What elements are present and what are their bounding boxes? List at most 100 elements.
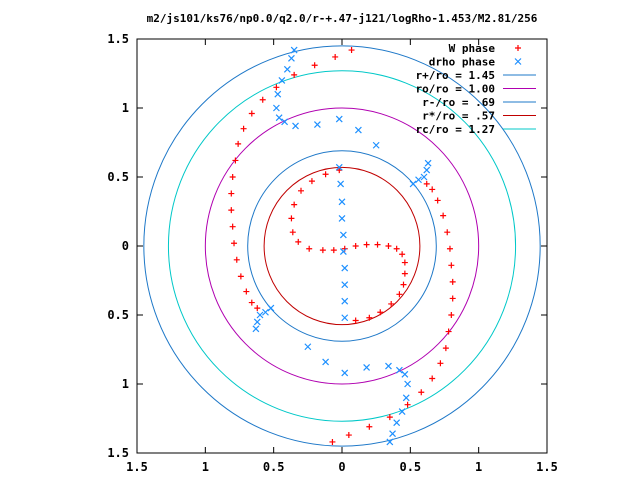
drho-phase-point (313, 121, 321, 128)
y-tick-label: 1 (122, 101, 129, 115)
w-phase-point (449, 278, 456, 285)
w-phase-point (308, 178, 315, 185)
reference-circle (204, 107, 480, 385)
y-tick-label: 0.5 (107, 170, 129, 184)
drho-phase-point (278, 76, 286, 84)
w-phase-point (295, 238, 302, 245)
w-phase-point (322, 171, 329, 178)
legend-label: r+/ro = 1.45 (416, 69, 495, 82)
drho-phase-point (341, 264, 349, 272)
reference-circle (143, 45, 541, 447)
w-phase-point (306, 245, 313, 252)
drho-phase-point (401, 370, 409, 378)
drho-phase-point (253, 318, 261, 326)
drho-phase-point (338, 198, 346, 206)
w-phase-point (237, 273, 244, 280)
w-phase-point (248, 299, 255, 306)
x-tick-label: 1 (202, 460, 209, 474)
w-phase-point (401, 270, 408, 277)
w-phase-point (273, 84, 280, 91)
drho-phase-point (304, 343, 312, 351)
w-phase-point (401, 259, 408, 266)
legend-swatch (514, 58, 522, 65)
w-phase-point (374, 241, 381, 248)
x-tick-label: 1 (475, 460, 482, 474)
chart-title: m2/js101/ks76/np0.0/q2.0/r-+.47-j121/log… (147, 12, 538, 25)
w-phase-point (240, 125, 247, 132)
w-phase-point (243, 288, 250, 295)
w-phase-point (311, 62, 318, 69)
drho-phase-point (267, 304, 275, 312)
legend-label: r-/ro = .69 (422, 96, 495, 109)
drho-phase-point (338, 214, 346, 222)
x-tick-label: 0 (338, 460, 345, 474)
legend-label: ro/ro = 1.00 (416, 83, 495, 96)
w-phase-point (434, 197, 441, 204)
w-phase-point (393, 245, 400, 252)
drho-phase-point (402, 394, 410, 402)
w-phase-point (352, 243, 359, 249)
drho-phase-point (288, 54, 295, 62)
drho-phase-point (290, 46, 298, 54)
drho-phase-point (354, 126, 362, 134)
w-phase-point (366, 423, 373, 430)
drho-phase-point (341, 369, 349, 377)
legend-label: W phase (449, 42, 496, 55)
w-phase-point (440, 212, 447, 219)
axis-ticks: 1.5 1 0.5 0 0.5 1 1.51.510.500.511.5 (107, 32, 558, 474)
x-tick-label: 1.5 (126, 460, 148, 474)
w-phase-point (429, 186, 436, 193)
drho-phase-point (322, 358, 330, 366)
drho-phase-point (283, 65, 291, 73)
w-phase-point (228, 207, 235, 214)
w-phase-point (404, 401, 411, 408)
w-phase-point (363, 241, 370, 248)
drho-phase-point (337, 180, 345, 188)
drho-phase-point (335, 163, 343, 171)
drho-phase-point (398, 408, 406, 416)
w-phase-point (332, 53, 339, 60)
w-phase-point (400, 281, 407, 288)
w-phase-point (418, 389, 425, 396)
drho-phase-point (262, 308, 269, 316)
drho-phase-point (420, 173, 428, 181)
legend-label: rc/ro = 1.27 (416, 123, 495, 136)
drho-phase-point (252, 325, 260, 333)
w-phase-point (444, 229, 451, 236)
y-tick-label: 1.5 (107, 32, 129, 46)
x-tick-label: 1.5 (536, 460, 558, 474)
drho-phase-point (423, 166, 431, 174)
drho-phase-point (274, 90, 282, 98)
drho-phase-point (341, 314, 349, 322)
w-phase-point (254, 305, 261, 312)
w-phase-point (229, 174, 236, 180)
x-tick-label: 0.5 (263, 460, 285, 474)
y-tick-label: 0 (122, 239, 129, 253)
y-tick-label: 1 (122, 377, 129, 391)
reference-circle (263, 166, 421, 326)
drho-phase-point (256, 311, 264, 319)
w-phase-point (366, 314, 373, 321)
w-phase-point (423, 180, 430, 187)
legend-label: drho phase (429, 56, 496, 69)
drho-phase-point (386, 438, 394, 446)
w-phase-point (385, 243, 392, 249)
drho-phase-point (385, 362, 392, 370)
drho-phase-point (363, 364, 371, 371)
w-phase-point (231, 240, 238, 247)
drho-phase-point (335, 115, 343, 123)
w-phase-point (448, 312, 455, 318)
w-phase-point (289, 229, 296, 236)
w-phase-point (329, 438, 336, 445)
reference-circles (143, 45, 541, 447)
w-phase-point (248, 110, 255, 117)
w-phase-point (291, 201, 298, 208)
drho-phase-point (372, 141, 380, 149)
drho-phase-point (415, 176, 422, 184)
w-phase-point (442, 345, 449, 352)
reference-circle (247, 150, 437, 342)
drho-phase-point (393, 419, 401, 427)
drho-phase-point (275, 114, 283, 122)
